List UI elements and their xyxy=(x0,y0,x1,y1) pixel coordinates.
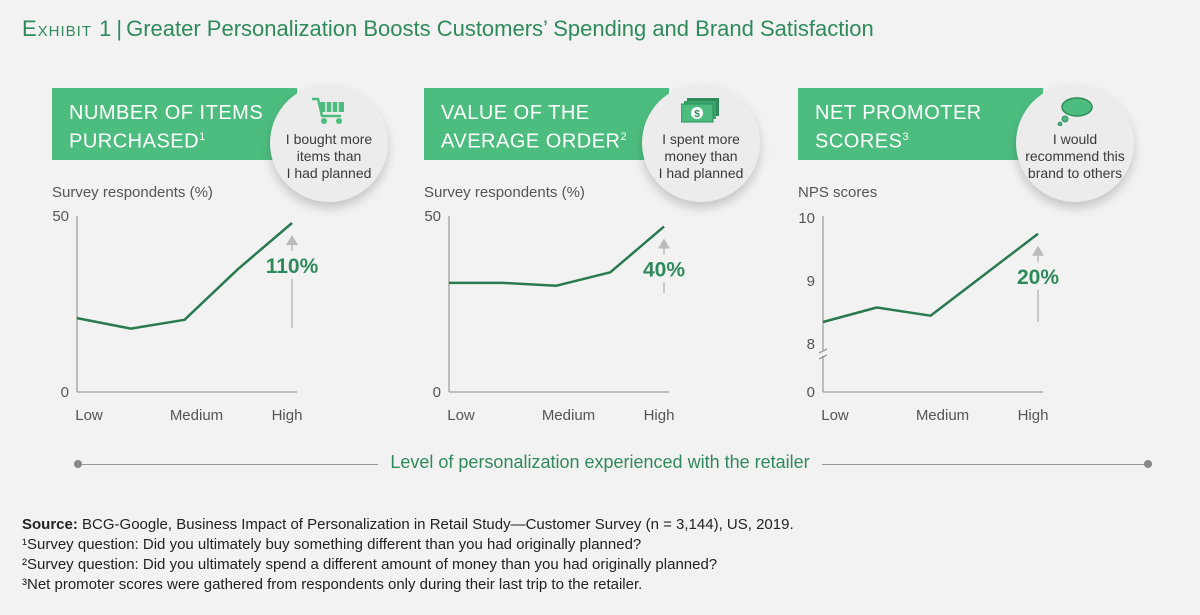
quote-bubble: I bought more items than I had planned xyxy=(270,84,388,202)
y-axis-label: Survey respondents (%) xyxy=(424,184,585,201)
y-tick-label: 0 xyxy=(61,384,69,401)
y-tick-label: 50 xyxy=(52,208,69,225)
line-chart-2: 0 50 Low Medium High 40% xyxy=(424,208,694,424)
line-chart-1: 0 50 Low Medium High 110% xyxy=(52,208,322,424)
panel-header-band: NET PROMOTER SCORES3 xyxy=(798,88,1043,160)
increase-label: 40% xyxy=(643,259,685,282)
series-line xyxy=(76,222,293,330)
x-tick-label: High xyxy=(272,407,303,424)
pct-label-bg xyxy=(1008,261,1068,290)
panel-nps: NET PROMOTER SCORES3 I would recommend t… xyxy=(798,84,1138,424)
x-tick-label: High xyxy=(1018,407,1049,424)
panel-title: VALUE OF THE AVERAGE ORDER2 xyxy=(441,102,628,153)
x-tick-label: Medium xyxy=(916,407,969,424)
x-tick-label: Medium xyxy=(542,407,595,424)
pct-label-bg xyxy=(262,251,322,280)
y-tick-label: 10 xyxy=(798,210,815,227)
title-separator: | xyxy=(116,16,123,41)
x-tick-label: Low xyxy=(75,407,103,424)
x-axis-start-dot xyxy=(74,460,82,468)
x-tick-label: Low xyxy=(447,407,475,424)
exhibit-title: Exhibit 1 | Greater Personalization Boosts… xyxy=(22,16,874,42)
quote-bubble: I would recommend this brand to others xyxy=(1016,84,1134,202)
y-axis-label: NPS scores xyxy=(798,184,878,201)
panel-items-purchased: NUMBER OF ITEMS PURCHASED1 I bought more… xyxy=(52,84,392,424)
bubble-text: I spent more money than I had planned xyxy=(658,131,744,181)
thought-bubble-icon xyxy=(1055,96,1095,131)
panel-header-band: NUMBER OF ITEMS PURCHASED1 xyxy=(52,88,297,160)
x-tick-label: Medium xyxy=(170,407,223,424)
increase-label: 110% xyxy=(266,255,319,278)
y-tick-label: 8 xyxy=(807,336,815,353)
y-axis-label: Survey respondents (%) xyxy=(52,184,213,201)
quote-bubble: $ I spent more money than I had planned xyxy=(642,84,760,202)
exhibit-label: Exhibit 1 xyxy=(22,16,113,41)
line-chart-3: 0 8 9 10 Low Medium High 20% xyxy=(798,210,1068,424)
money-icon: $ xyxy=(680,96,721,129)
y-tick-label: 50 xyxy=(424,208,441,225)
panel-title: NET PROMOTER SCORES3 xyxy=(815,102,982,153)
source-line: Source: BCG-Google, Business Impact of P… xyxy=(22,516,794,533)
arrow-head xyxy=(286,235,298,246)
x-tick-label: High xyxy=(644,407,675,424)
arrow-head xyxy=(658,238,670,249)
title-text: Greater Personalization Boosts Customers… xyxy=(126,16,874,41)
panel-title: NUMBER OF ITEMS PURCHASED1 xyxy=(69,102,264,153)
bubble-text: I would recommend this brand to others xyxy=(1025,131,1125,181)
footnote-3: ³Net promoter scores were gathered from … xyxy=(22,576,643,593)
panel-average-order: VALUE OF THE AVERAGE ORDER2 $ I spent mo… xyxy=(424,84,764,424)
y-tick-label: 0 xyxy=(807,384,815,401)
svg-text:$: $ xyxy=(694,109,700,120)
shopping-cart-icon xyxy=(311,96,347,131)
y-tick-label: 0 xyxy=(433,384,441,401)
series-line xyxy=(449,225,665,287)
arrow-head xyxy=(1032,245,1044,256)
source-notes: Source: BCG-Google, Business Impact of P… xyxy=(22,515,794,595)
increase-label: 20% xyxy=(1017,266,1059,289)
axis-break-mark xyxy=(818,348,828,354)
footnote-2: ²Survey question: Did you ultimately spe… xyxy=(22,556,718,573)
x-tick-label: Low xyxy=(821,407,849,424)
pct-label-bg xyxy=(634,254,694,283)
bubble-text: I bought more items than I had planned xyxy=(285,131,373,181)
x-axis-end-dot xyxy=(1144,460,1152,468)
x-axis-caption: Level of personalization experienced wit… xyxy=(0,452,1200,473)
panel-header-band: VALUE OF THE AVERAGE ORDER2 xyxy=(424,88,669,160)
footnote-1: ¹Survey question: Did you ultimately buy… xyxy=(22,536,642,553)
y-tick-label: 9 xyxy=(807,273,815,290)
series-line xyxy=(822,232,1039,324)
